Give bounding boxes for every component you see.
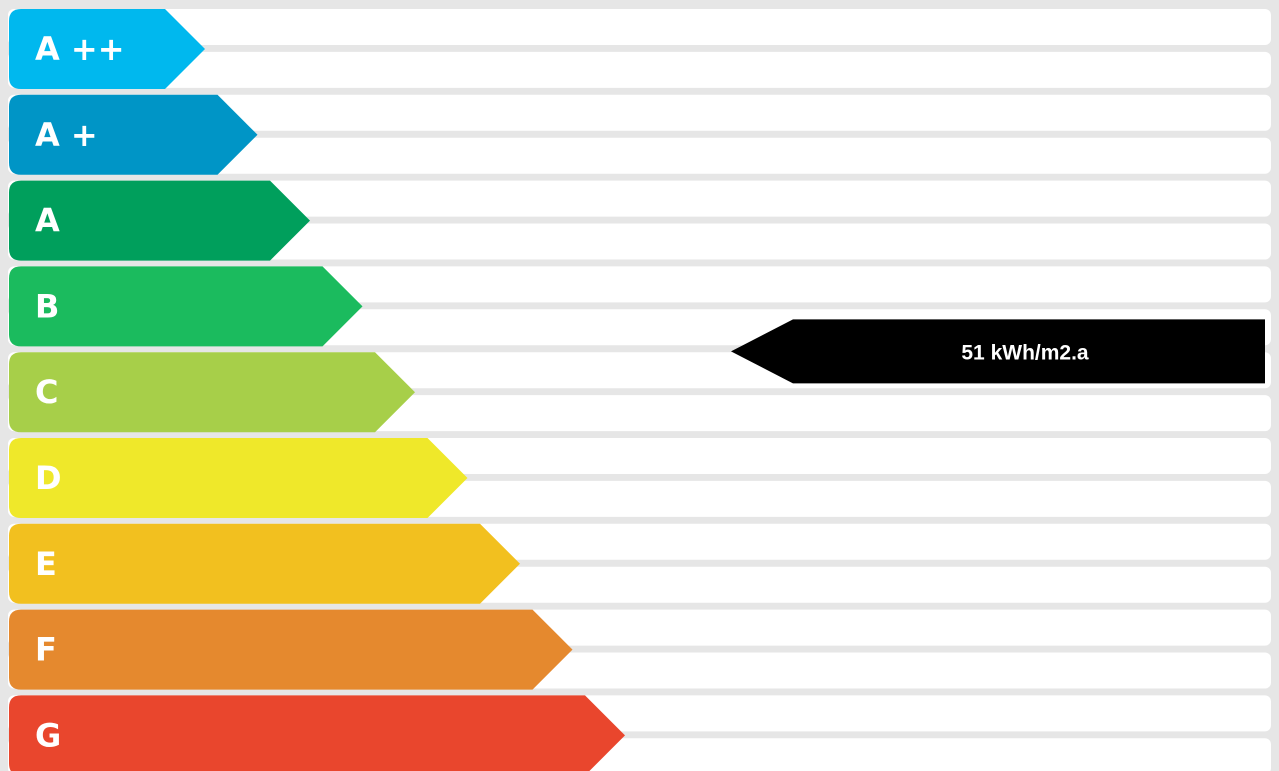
rating-bands: A ++ A + A B C D E F G: [9, 9, 625, 771]
rating-band-label: A +: [35, 116, 98, 154]
background-stripe: [8, 9, 1271, 45]
rating-band-7: [9, 523, 520, 604]
rating-band-label: A ++: [35, 30, 125, 68]
background-stripe: [8, 223, 1271, 260]
rating-band-label: F: [35, 631, 57, 669]
rating-indicator: 51 kWh/m2.a: [731, 319, 1265, 384]
background-stripe: [8, 137, 1271, 174]
rating-band-3: [9, 180, 310, 261]
rating-band-1: [9, 9, 205, 89]
rating-band-label: G: [35, 716, 61, 754]
background-stripe: [8, 180, 1271, 217]
rating-band-label: B: [35, 287, 59, 325]
rating-band-2: [9, 94, 258, 175]
rating-band-label: D: [35, 459, 62, 497]
rating-band-4: [9, 266, 363, 347]
rating-band-8: [9, 609, 573, 690]
background-stripe: [8, 51, 1271, 88]
rating-band-9: [9, 695, 625, 771]
rating-band-5: [9, 352, 415, 433]
background-stripe: [8, 94, 1271, 131]
rating-band-label: A: [35, 202, 60, 240]
rating-band-label: E: [35, 545, 57, 583]
rating-band-label: C: [35, 373, 58, 411]
rating-band-6: [9, 438, 468, 518]
indicator-arrow: [731, 319, 1265, 384]
indicator-value-label: 51 kWh/m2.a: [961, 341, 1089, 364]
